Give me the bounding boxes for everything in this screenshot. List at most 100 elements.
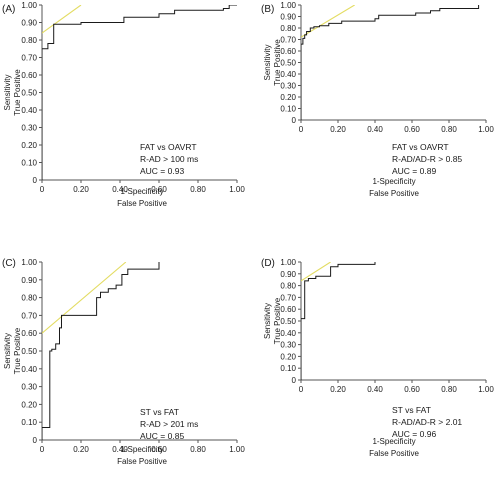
x-tick-label: 0.40 — [112, 185, 128, 194]
x-axis-label: 1-Specificity — [120, 445, 163, 454]
panel-label: (A) — [2, 4, 15, 15]
x-tick-label: 1.00 — [478, 385, 494, 394]
y-axis-label-2: True Positive — [13, 327, 22, 374]
y-axis-label-2: True Positive — [13, 69, 22, 116]
x-tick-label: 0.60 — [404, 125, 420, 134]
y-tick-label: 0.80 — [280, 24, 296, 33]
x-axis-label-2: False Positive — [117, 457, 167, 466]
y-axis-label: Sensitivity — [263, 303, 272, 339]
y-tick-label: 0.80 — [280, 282, 296, 291]
x-tick-label: 0.20 — [73, 185, 89, 194]
annotation-line: R-AD > 100 ms — [140, 154, 198, 164]
y-tick-label: 0.30 — [280, 82, 296, 91]
x-axis-label: 1-Specificity — [372, 177, 415, 186]
roc-curve — [42, 262, 160, 440]
y-tick-label: 1.00 — [21, 1, 37, 10]
y-tick-label: 0.70 — [21, 54, 37, 63]
x-tick-label: 0.80 — [190, 185, 206, 194]
panel-label: (B) — [261, 4, 274, 15]
x-tick-label: 0.40 — [112, 445, 128, 454]
panel-label: (D) — [261, 258, 275, 269]
y-tick-label: 0.20 — [280, 93, 296, 102]
tangent-line — [301, 262, 331, 282]
y-tick-label: 0 — [292, 116, 297, 125]
y-tick-label: 0.30 — [21, 383, 37, 392]
x-tick-label: 0.60 — [404, 385, 420, 394]
y-tick-label: 0.50 — [280, 317, 296, 326]
annotation-line: FAT vs OAVRT — [392, 142, 449, 152]
x-axis-label: 1-Specificity — [372, 437, 415, 446]
y-tick-label: 0.90 — [21, 276, 37, 285]
y-tick-label: 0.40 — [280, 329, 296, 338]
annotation-line: ST vs FAT — [140, 407, 179, 417]
annotation-line: FAT vs OAVRT — [140, 142, 197, 152]
annotation-line: AUC = 0.96 — [392, 429, 436, 439]
roc-curve — [42, 5, 237, 180]
y-tick-label: 0 — [33, 176, 38, 185]
y-tick-label: 0.60 — [21, 329, 37, 338]
x-tick-label: 0 — [299, 125, 304, 134]
annotation-line: R-AD > 201 ms — [140, 419, 198, 429]
y-tick-label: 0.40 — [21, 106, 37, 115]
x-axis-label: 1-Specificity — [120, 187, 163, 196]
roc-panel-a: (A) 0 0.10 0.20 0.30 0.40 0.50 0.60 0.70 0.80 0.90… — [2, 1, 245, 208]
y-tick-label: 0.60 — [280, 305, 296, 314]
annotation-line: R-AD/AD-R > 0.85 — [392, 154, 462, 164]
y-tick-label: 0.40 — [280, 70, 296, 79]
y-tick-label: 0 — [33, 436, 38, 445]
y-tick-label: 0.80 — [21, 36, 37, 45]
roc-curve — [301, 5, 480, 120]
y-tick-label: 0.50 — [280, 59, 296, 68]
y-tick-label: 0.20 — [21, 400, 37, 409]
y-tick-label: 0.30 — [21, 124, 37, 133]
y-tick-label: 0.90 — [280, 270, 296, 279]
y-axis-label-2: True Positive — [273, 39, 282, 86]
y-tick-label: 1.00 — [280, 1, 296, 10]
y-tick-label: 0.10 — [21, 418, 37, 427]
tangent-line — [42, 5, 82, 34]
y-tick-label: 0.10 — [21, 159, 37, 168]
x-tick-label: 1.00 — [229, 185, 245, 194]
y-tick-label: 0.20 — [280, 352, 296, 361]
y-tick-label: 0.60 — [21, 71, 37, 80]
roc-panel-c: (C) 0 0.10 0.20 0.30 0.40 0.50 0.60 0.70 0.80 0.90… — [2, 258, 245, 466]
y-tick-label: 0.70 — [280, 36, 296, 45]
x-tick-label: 0.60 — [151, 445, 167, 454]
y-tick-label: 0.50 — [21, 89, 37, 98]
y-tick-label: 0.90 — [21, 19, 37, 28]
x-tick-label: 0.20 — [330, 125, 346, 134]
annotation-line: AUC = 0.93 — [140, 166, 184, 176]
y-tick-label: 1.00 — [21, 258, 37, 267]
y-tick-label: 0.70 — [21, 311, 37, 320]
panel-label: (C) — [2, 258, 16, 269]
x-tick-label: 0.20 — [73, 445, 89, 454]
x-tick-label: 0.40 — [367, 125, 383, 134]
x-tick-label: 0 — [40, 185, 45, 194]
y-tick-label: 0 — [292, 376, 297, 385]
y-axis-label: Sensitivity — [3, 74, 12, 110]
y-tick-label: 0.20 — [21, 141, 37, 150]
y-tick-label: 0.60 — [280, 47, 296, 56]
y-tick-label: 0.90 — [280, 13, 296, 22]
y-tick-label: 0.30 — [280, 341, 296, 350]
x-tick-label: 0.80 — [190, 445, 206, 454]
y-axis-label-2: True Positive — [273, 297, 282, 344]
roc-curve — [301, 262, 376, 380]
annotation-line: AUC = 0.85 — [140, 431, 184, 441]
x-axis-label-2: False Positive — [117, 199, 167, 208]
roc-panel-d: (D) 0 0.10 0.20 0.30 0.40 0.50 0.60 0.70 0.80 0.90… — [261, 258, 494, 458]
x-axis-label-2: False Positive — [369, 189, 419, 198]
annotation-line: ST vs FAT — [392, 405, 431, 415]
x-tick-label: 1.00 — [229, 445, 245, 454]
y-axis-label: Sensitivity — [3, 333, 12, 369]
x-tick-label: 0 — [299, 385, 304, 394]
x-tick-label: 0.80 — [441, 385, 457, 394]
x-tick-label: 0.40 — [367, 385, 383, 394]
roc-panel-b: (B) 0 0.10 0.20 0.30 0.40 0.50 0.60 0.70 0.80 0.90… — [261, 1, 494, 198]
x-tick-label: 1.00 — [478, 125, 494, 134]
y-tick-label: 0.70 — [280, 293, 296, 302]
y-tick-label: 0.40 — [21, 365, 37, 374]
y-tick-label: 0.10 — [280, 105, 296, 114]
annotation-line: R-AD/AD-R > 2.01 — [392, 417, 462, 427]
